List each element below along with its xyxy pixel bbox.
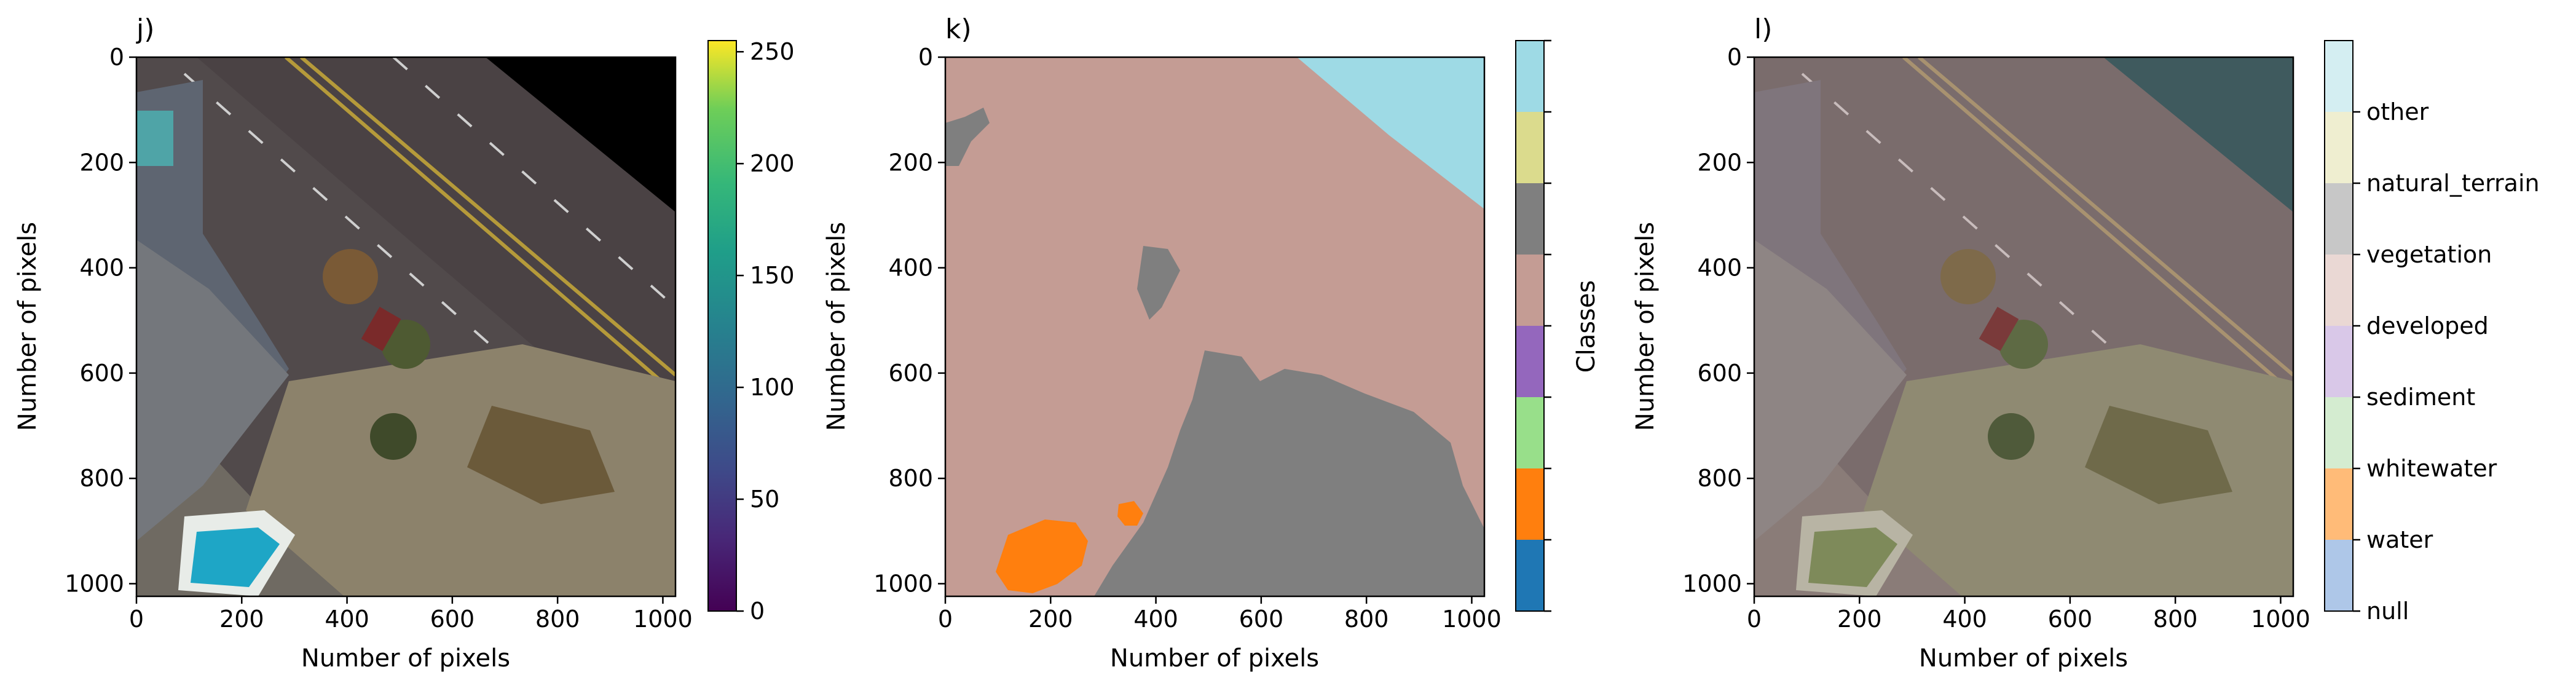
colorbar-segment [2325, 183, 2353, 255]
y-tick-label: 600 [79, 360, 124, 387]
x-tick-label: 400 [325, 606, 369, 633]
y-tick-label: 0 [1727, 44, 1742, 71]
panel-k-frame [944, 56, 1486, 598]
y-tick-label: 600 [888, 360, 933, 387]
aerial-image-j [136, 57, 676, 596]
y-tick-label: 1000 [1682, 570, 1742, 597]
colorbar-segment [1516, 326, 1544, 397]
y-tick-label: 200 [79, 149, 124, 176]
panel-j: j) [14, 14, 795, 673]
x-tick-label: 1000 [633, 606, 693, 633]
class-label: vegetation [2366, 241, 2492, 268]
y-tick-label: 0 [918, 44, 933, 71]
y-tick-label: 1000 [65, 570, 124, 597]
y-tick-label: 0 [109, 44, 124, 71]
colorbar-segment [2325, 255, 2353, 326]
colorbar-segment [2325, 540, 2353, 611]
x-tick-label: 200 [1837, 606, 1882, 633]
y-tick-label: 800 [79, 465, 124, 492]
x-tick-label: 800 [1344, 606, 1389, 633]
colorbar-segment [1516, 112, 1544, 183]
panel-k-ylabel: Number of pixels [822, 222, 851, 431]
y-tick-label: 600 [1697, 360, 1742, 387]
colorbar-tick-label: 200 [750, 150, 795, 177]
colorbar-segment [1516, 255, 1544, 326]
y-tick-label: 400 [888, 255, 933, 282]
colorbar-segment [1516, 41, 1544, 112]
panel-j-ylabel: Number of pixels [14, 222, 42, 431]
overlay-image-l [1754, 57, 2293, 596]
panel-l-ylabel: Number of pixels [1631, 222, 1660, 431]
x-tick-label: 0 [129, 606, 144, 633]
x-tick-label: 1000 [1442, 606, 1502, 633]
class-label: whitewater [2366, 455, 2497, 482]
colorbar-tick-label: 0 [750, 598, 765, 625]
x-tick-label: 0 [938, 606, 953, 633]
colorbar-tick-label: 100 [750, 374, 795, 401]
y-tick-label: 800 [1697, 465, 1742, 492]
panel-j-colorbar-ticks: 0 50 100 150 200 250 [736, 38, 795, 625]
panel-l-frame [1753, 56, 2294, 598]
class-label: developed [2366, 312, 2489, 339]
x-tick-label: 600 [1239, 606, 1284, 633]
class-label: other [2366, 98, 2429, 125]
x-tick-label: 1000 [2251, 606, 2310, 633]
colorbar-segment [1516, 183, 1544, 255]
colorbar-segment [2325, 326, 2353, 397]
colorbar-segment [1516, 397, 1544, 468]
class-label: null [2366, 598, 2409, 625]
panel-k-xlabel: Number of pixels [1110, 644, 1319, 673]
y-tick-label: 400 [1697, 255, 1742, 282]
y-tick-label: 400 [79, 255, 124, 282]
colorbar-tick-label: 50 [750, 486, 779, 513]
panel-k-colorbar-label: Classes [1572, 280, 1601, 373]
y-tick-label: 200 [888, 149, 933, 176]
x-tick-label: 600 [2048, 606, 2093, 633]
x-tick-label: 200 [1028, 606, 1073, 633]
y-tick-label: 800 [888, 465, 933, 492]
y-tick-label: 1000 [873, 570, 933, 597]
x-tick-label: 400 [1942, 606, 1987, 633]
class-label: natural_terrain [2366, 170, 2540, 197]
segmentation-mask-k [945, 57, 1484, 596]
x-tick-label: 800 [2153, 606, 2198, 633]
panel-k-label: k) [945, 14, 972, 45]
class-label: sediment [2366, 384, 2475, 411]
class-label: water [2366, 526, 2433, 553]
panel-l-colorbar: null water whitewater sediment developed vege… [2324, 40, 2540, 625]
x-tick-label: 600 [430, 606, 475, 633]
panel-j-label: j) [136, 14, 154, 45]
colorbar-tick-label: 150 [750, 262, 795, 289]
panel-j-xlabel: Number of pixels [301, 644, 510, 673]
panel-j-frame [135, 56, 677, 598]
panel-l-xlabel: Number of pixels [1919, 644, 2128, 673]
x-tick-label: 0 [1747, 606, 1762, 633]
panel-l-label: l) [1754, 14, 1772, 45]
colorbar-tick-label: 250 [750, 38, 795, 65]
panel-j-colorbar [707, 40, 737, 612]
colorbar-segment [2325, 397, 2353, 468]
y-tick-label: 200 [1697, 149, 1742, 176]
colorbar-segment [1516, 468, 1544, 540]
colorbar-segment [2325, 112, 2353, 183]
colorbar-segment [2325, 41, 2353, 112]
x-tick-label: 400 [1133, 606, 1178, 633]
x-tick-label: 200 [219, 606, 264, 633]
x-tick-label: 800 [535, 606, 580, 633]
colorbar-segment [2325, 468, 2353, 540]
colorbar-segment [1516, 540, 1544, 611]
panel-k-colorbar [1515, 39, 1551, 612]
